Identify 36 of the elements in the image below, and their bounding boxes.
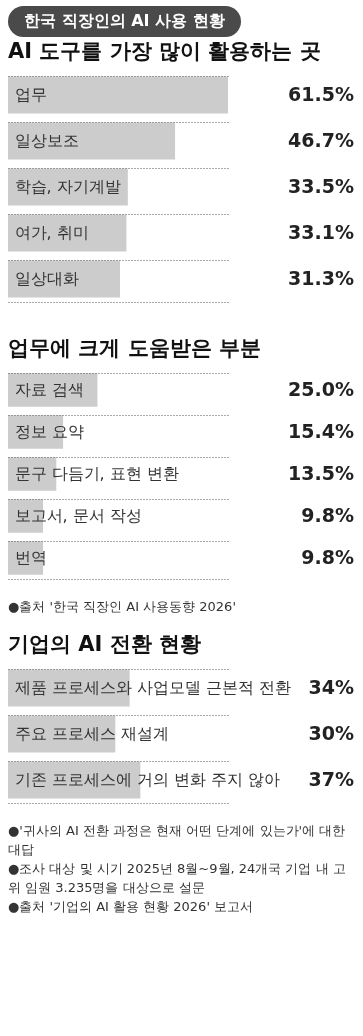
text: ●'귀사의 AI 전환 과정은 현재 어떤 단계에 있는가'에 대한 대답 bbox=[7, 822, 347, 859]
text: ●출처 '기업의 AI 활용 현황 2026' 보고서 bbox=[7, 898, 255, 916]
data-label: 25.0% bbox=[288, 378, 354, 400]
y-tick-label: 정보 요약 bbox=[14, 422, 84, 441]
data-label: 37% bbox=[308, 768, 354, 790]
data-label: 15.4% bbox=[288, 420, 354, 442]
y-tick-label: 기존 프로세스에 거의 변화 주지 않아 bbox=[14, 770, 280, 789]
y-tick-label: 일상대화 bbox=[14, 269, 79, 288]
data-label: 30% bbox=[308, 722, 354, 744]
y-tick-label: 업무 bbox=[14, 85, 47, 104]
chart-subtitle: AI 도구를 가장 많이 활용하는 곳 bbox=[8, 39, 321, 63]
y-tick-label: 학습, 자기계발 bbox=[14, 177, 121, 196]
data-label: 34% bbox=[308, 676, 354, 698]
data-label: 31.3% bbox=[288, 267, 354, 289]
y-tick-label: 보고서, 문서 작성 bbox=[14, 506, 142, 525]
data-label: 33.1% bbox=[288, 221, 354, 243]
y-tick-label: 자료 검색 bbox=[14, 380, 84, 399]
data-label: 9.8% bbox=[301, 504, 354, 526]
data-label: 9.8% bbox=[301, 546, 354, 568]
text: ●조사 대상 및 시기 2025년 8월~9월, 24개국 기업 내 고위 임원 3.235명을 대상으로 설문 bbox=[7, 860, 347, 897]
bar bbox=[8, 122, 176, 160]
bar bbox=[8, 76, 228, 114]
chart-title: 한국 직장인의 AI 사용 현황 bbox=[8, 6, 241, 37]
chart-title: 기업의 AI 전환 현황 bbox=[8, 632, 201, 656]
y-tick-label: 주요 프로세스 재설계 bbox=[14, 724, 169, 743]
data-label: 46.7% bbox=[288, 129, 354, 151]
data-label: 13.5% bbox=[288, 462, 354, 484]
y-tick-label: 일상보조 bbox=[14, 131, 79, 150]
data-label: 33.5% bbox=[288, 175, 354, 197]
y-tick-label: 번역 bbox=[14, 548, 47, 567]
y-tick-label: 문구 다듬기, 표현 변환 bbox=[14, 464, 179, 483]
text: ●출처 '한국 직장인 AI 사용동향 2026' bbox=[7, 598, 237, 616]
data-label: 61.5% bbox=[288, 83, 354, 105]
y-tick-label: 여가, 취미 bbox=[14, 223, 89, 242]
y-tick-label: 제품 프로세스와 사업모델 근본적 전환 bbox=[14, 678, 291, 697]
chart-title: 업무에 크게 도움받은 부분 bbox=[8, 336, 261, 360]
